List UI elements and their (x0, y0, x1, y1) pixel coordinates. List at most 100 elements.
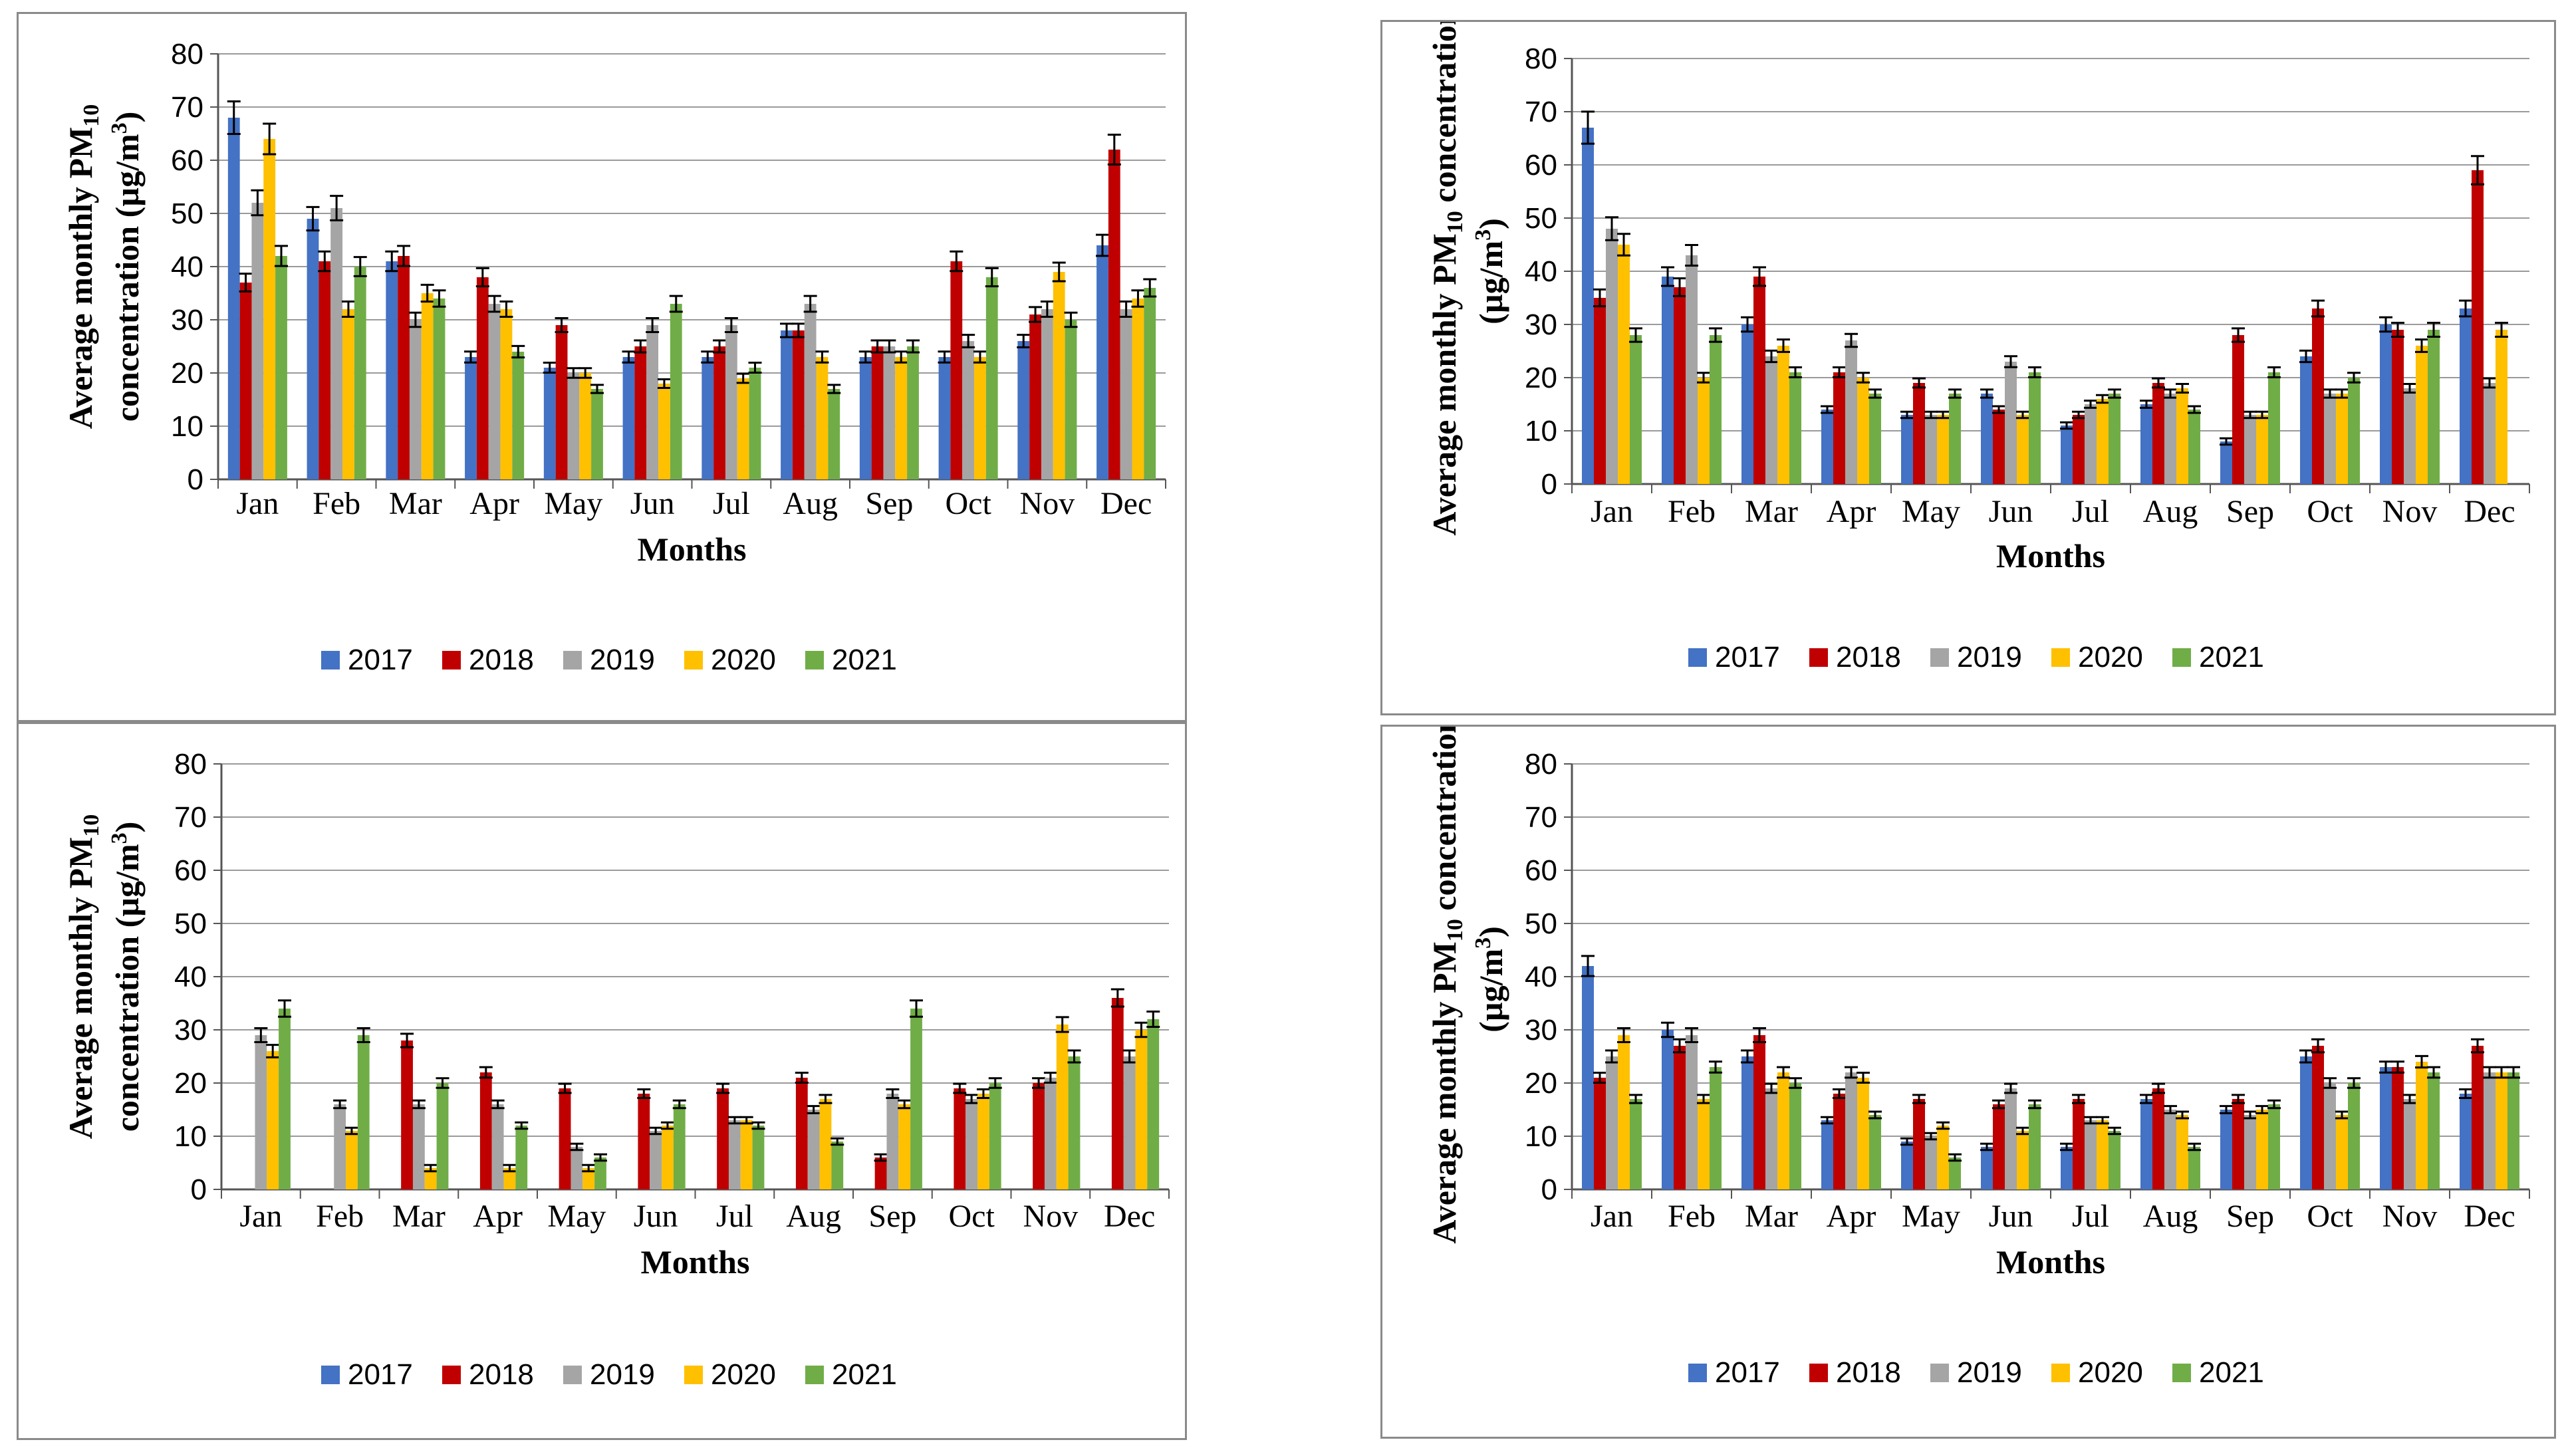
bar-2017-jan (227, 118, 240, 479)
bar-2017-jun (1981, 394, 1993, 484)
y-axis-title-text: concentration (µg/m (108, 134, 146, 422)
y-axis-title: Average monthly PM10 concentration (1426, 22, 1468, 536)
legend-swatch-2018 (442, 651, 461, 669)
error-bar (2391, 322, 2404, 338)
legend-label-2019: 2019 (590, 1358, 655, 1391)
y-axis-title-text: (µg/m (1472, 241, 1509, 324)
error-bar (558, 1082, 572, 1094)
bar-2019-nov (1041, 309, 1053, 479)
bar-2020-jan (1618, 245, 1630, 484)
error-bar (567, 367, 580, 379)
error-bar (1753, 1027, 1766, 1043)
legend-label-2018: 2018 (469, 1358, 534, 1391)
error-bar (791, 322, 805, 338)
error-bar (2004, 355, 2017, 368)
error-bar (1709, 327, 1722, 343)
y-tick-label: 40 (171, 251, 203, 283)
bar-2021-feb (1710, 1067, 1722, 1189)
bar-2021-sep (910, 1009, 922, 1189)
error-bar (815, 350, 829, 364)
bar-2019-jun (650, 1131, 662, 1189)
legend: 2017 2018 2019 2020 2021 (321, 644, 897, 676)
legend-label-2021: 2021 (832, 1358, 897, 1391)
y-axis-title: concentration (µg/m3) (107, 112, 146, 422)
y-axis-title-text: ) (1472, 218, 1509, 229)
bar-2020-aug (2176, 388, 2188, 484)
bar-2020-jul (2097, 399, 2109, 484)
error-bar (582, 1163, 596, 1173)
bar-2019-sep (883, 346, 896, 479)
error-bar (2108, 1126, 2121, 1136)
bar-2019-dec (1123, 1056, 1136, 1189)
error-bar (263, 122, 277, 156)
error-bar (1833, 1088, 1846, 1099)
error-bar (976, 1088, 990, 1099)
bar-2019-feb (1686, 1035, 1698, 1189)
y-tick-label: 30 (1525, 1014, 1557, 1046)
bar-2018-jun (638, 1094, 650, 1189)
bar-2020-may (579, 373, 592, 479)
y-axis-title-superscript: 3 (1471, 937, 1495, 949)
bar-2019-dec (1120, 309, 1132, 479)
bar-2021-oct (989, 1083, 1001, 1189)
y-tick-label: 40 (1525, 255, 1557, 288)
error-bar (2495, 322, 2508, 338)
bar-2021-jan (275, 256, 287, 479)
bar-2020-feb (346, 1131, 358, 1189)
error-bar (353, 256, 367, 277)
error-bar (2403, 383, 2416, 394)
error-bar (1980, 388, 1993, 399)
y-tick-label: 20 (174, 1067, 207, 1100)
error-bar (1581, 110, 1595, 145)
error-bar (1948, 1153, 1962, 1162)
bar-2019-may (567, 373, 580, 479)
error-bar (716, 1082, 730, 1094)
error-bar (874, 1153, 888, 1162)
bar-2021-jan (279, 1009, 291, 1189)
bar-2021-feb (354, 267, 366, 479)
error-bar (906, 339, 920, 354)
bar-2021-apr (1869, 394, 1881, 484)
error-bar (1581, 955, 1595, 977)
error-bar (1017, 334, 1031, 348)
y-tick-label: 80 (171, 38, 203, 70)
error-bar (1629, 327, 1642, 343)
error-bar (1900, 1137, 1914, 1146)
y-tick-label: 30 (171, 304, 203, 336)
x-tick-label: Jan (1591, 1199, 1633, 1234)
y-axis-title-text: ) (1472, 926, 1509, 937)
bar-2019-mar (1765, 1088, 1777, 1189)
bar-2021-feb (1710, 335, 1722, 484)
bar-2018-aug (795, 1078, 808, 1189)
error-bar (2471, 155, 2484, 185)
bar-2021-jun (670, 304, 682, 479)
error-bar (657, 378, 671, 389)
bar-2021-jun (673, 1104, 686, 1189)
error-bar (397, 245, 411, 267)
y-axis-title-line2: (µg/m3) (1471, 926, 1509, 1032)
bar-2020-mar (1777, 1072, 1789, 1189)
bar-2018-feb (1674, 287, 1686, 484)
bar-2017-feb (307, 219, 319, 479)
bar-2020-sep (895, 357, 908, 479)
error-bar (2299, 349, 2313, 364)
bar-2017-feb (1662, 1030, 1674, 1189)
bar-2021-mar (1789, 372, 1801, 484)
error-bar (672, 1099, 686, 1110)
legend-label-2019: 2019 (590, 644, 655, 676)
y-tick-label: 80 (1525, 748, 1557, 781)
error-bar (819, 1094, 833, 1104)
bar-2021-jul (2109, 1131, 2120, 1189)
x-tick-label: Jul (716, 1199, 753, 1234)
bar-2017-jul (2061, 425, 2073, 484)
error-bar (910, 999, 923, 1018)
bar-2020-jul (740, 1120, 753, 1189)
bar-2017-mar (1741, 1056, 1753, 1189)
error-bar (973, 350, 987, 364)
bar-2018-apr (479, 1072, 492, 1189)
error-bar (239, 273, 253, 293)
legend-swatch-2017 (321, 1366, 340, 1384)
bar-2017-oct (2300, 1056, 2312, 1189)
error-bar (2323, 388, 2337, 399)
error-bar (1119, 300, 1133, 318)
